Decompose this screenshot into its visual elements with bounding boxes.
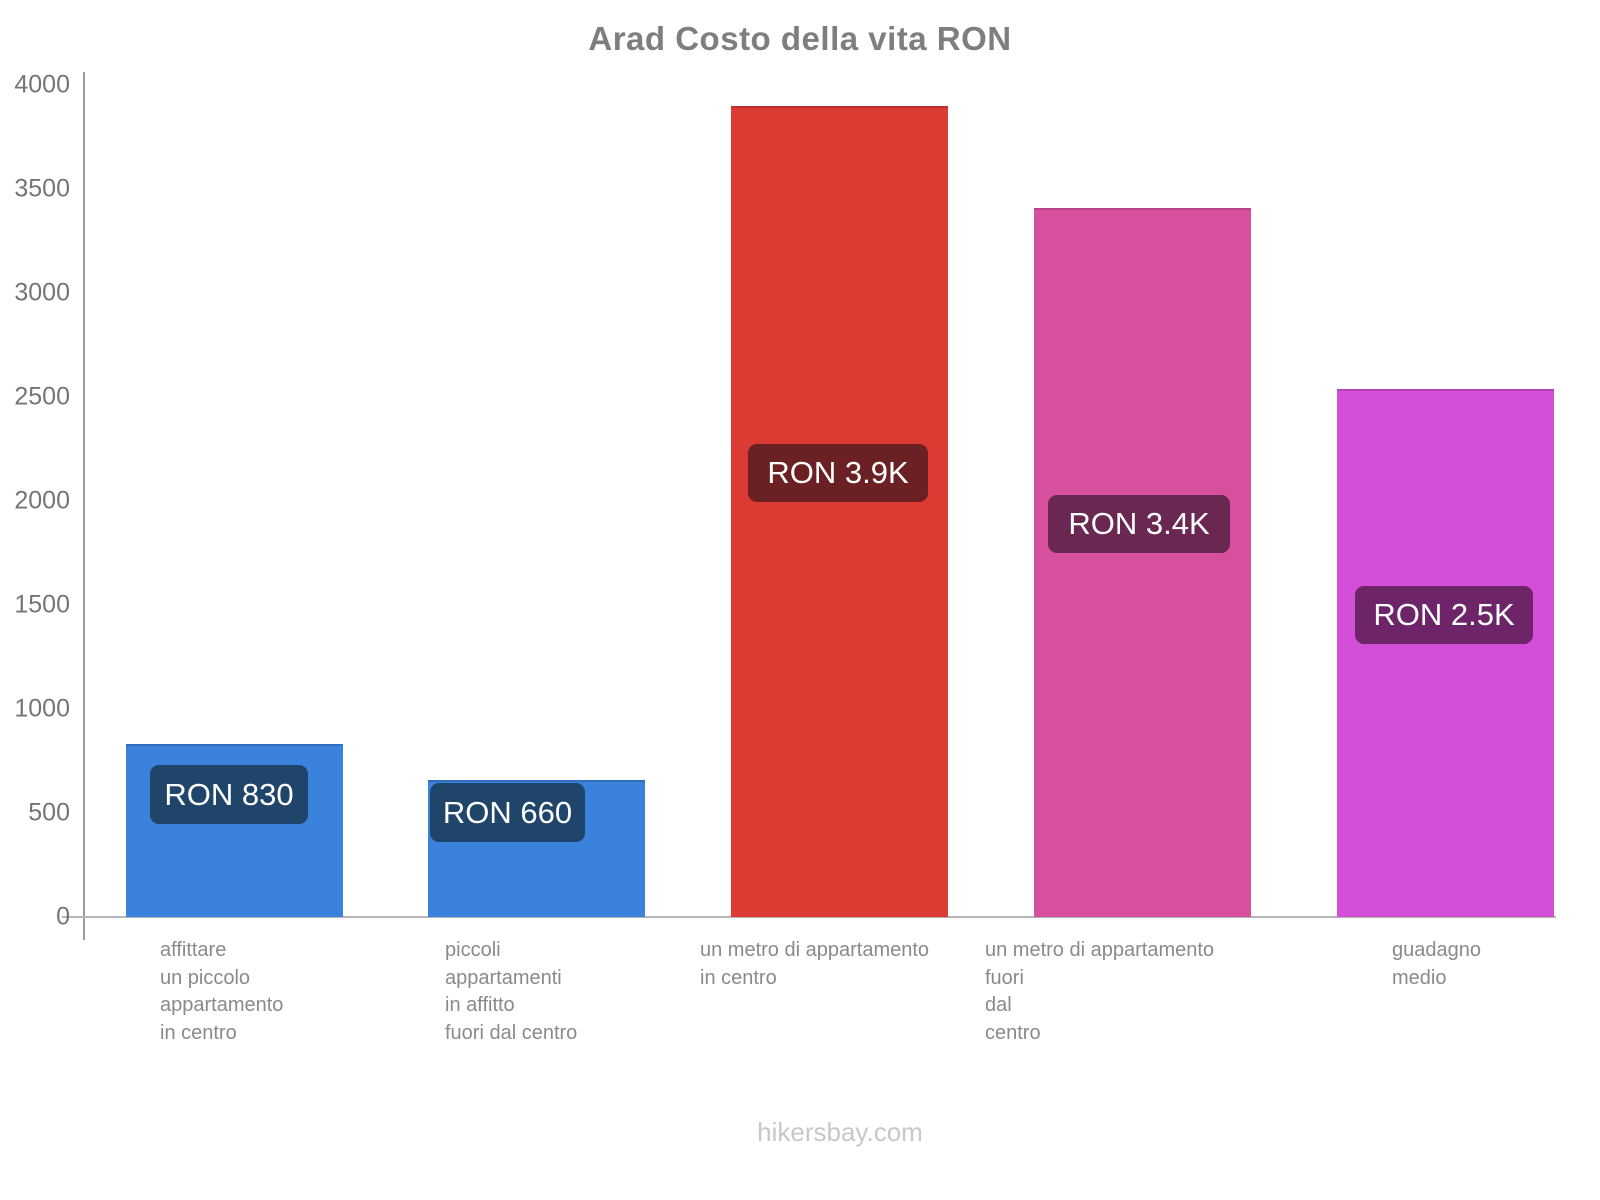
y-tick-label: 4000 <box>14 70 70 99</box>
y-tick-label: 500 <box>28 798 70 827</box>
category-label-2: piccoli appartamenti in affitto fuori da… <box>445 939 578 1044</box>
value-badge-3: RON 3.9K <box>748 444 928 502</box>
category-label-1: affittare un piccolo appartamento in cen… <box>160 939 284 1044</box>
value-badge-4: RON 3.4K <box>1048 495 1230 553</box>
y-axis-line <box>83 72 85 940</box>
chart-title: Arad Costo della vita RON <box>588 20 1012 57</box>
bar-3[interactable] <box>731 105 948 917</box>
y-tick-label: 1000 <box>14 694 70 723</box>
y-tick-label: 0 <box>56 902 70 931</box>
y-tick-label: 1500 <box>14 590 70 619</box>
x-axis-line <box>62 916 1556 918</box>
value-badge-5: RON 2.5K <box>1355 586 1533 644</box>
bar-5[interactable] <box>1337 388 1554 917</box>
category-label-3: un metro di appartamento in centro <box>700 939 930 989</box>
y-tick-label: 3000 <box>14 278 70 307</box>
y-tick-label: 3500 <box>14 174 70 203</box>
category-label-5: guadagno medio <box>1392 939 1481 989</box>
category-label-4: un metro di appartamento fuori dal centr… <box>985 939 1215 1044</box>
footer-watermark: hikersbay.com <box>757 1117 923 1147</box>
value-badge-2: RON 660 <box>430 783 585 842</box>
bar-4[interactable] <box>1034 207 1251 917</box>
value-badge-1: RON 830 <box>150 765 308 824</box>
y-tick-label: 2000 <box>14 486 70 515</box>
y-tick-label: 2500 <box>14 382 70 411</box>
